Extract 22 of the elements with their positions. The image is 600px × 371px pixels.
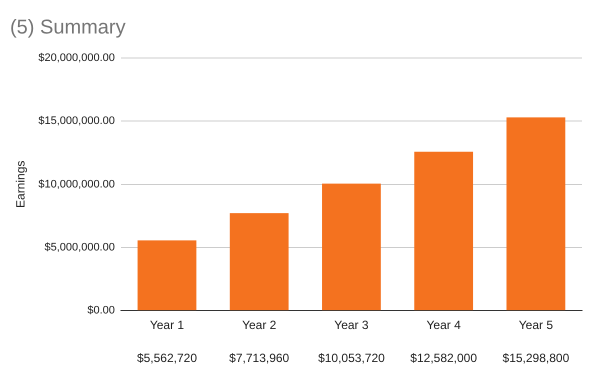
- x-tick-label: Year 1: [150, 318, 184, 332]
- bar: [506, 117, 566, 310]
- y-axis-title: Earnings: [14, 160, 28, 208]
- x-tick-label: Year 4: [426, 318, 462, 332]
- bar: [138, 240, 196, 310]
- y-tick-label: $0.00: [87, 304, 115, 317]
- bar: [230, 213, 289, 310]
- x-tick-label: Year 3: [334, 318, 369, 332]
- data-label: $12,582,000: [410, 350, 478, 365]
- x-tick-label: Year 2: [242, 318, 277, 332]
- y-tick-label: $15,000,000.00: [38, 115, 115, 128]
- data-label: $7,713,960: [229, 350, 290, 365]
- data-label: $10,053,720: [318, 350, 386, 365]
- y-tick-label: $5,000,000.00: [44, 241, 115, 254]
- bar: [322, 184, 381, 310]
- x-tick-label: Year 5: [518, 318, 554, 332]
- y-tick-label: $20,000,000.00: [38, 52, 115, 64]
- bar: [414, 152, 474, 310]
- data-label: $15,298,800: [502, 350, 570, 365]
- y-tick-label: $10,000,000.00: [38, 178, 115, 190]
- chart-title: (5) Summary: [10, 16, 126, 39]
- data-label: $5,562,720: [136, 350, 198, 365]
